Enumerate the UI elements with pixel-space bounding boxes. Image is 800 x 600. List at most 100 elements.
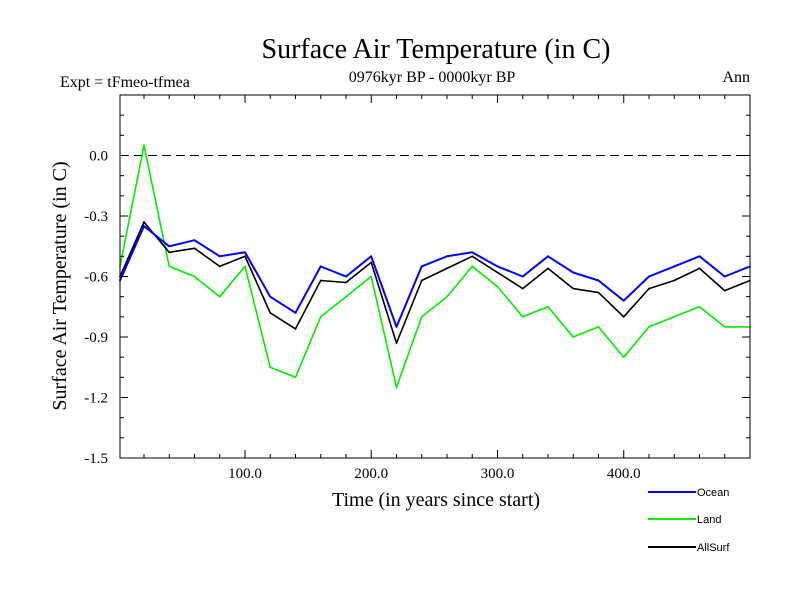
data-point-allsurf xyxy=(622,315,625,318)
data-point-allsurf xyxy=(218,265,221,268)
data-point-land xyxy=(244,265,246,268)
series-line-ocean xyxy=(119,225,751,328)
data-point-allsurf xyxy=(395,342,398,344)
data-point-land xyxy=(723,326,726,328)
data-point-land xyxy=(572,336,575,338)
data-point-allsurf xyxy=(143,221,145,223)
data-point-land xyxy=(521,315,524,318)
data-point-ocean xyxy=(294,311,297,314)
data-point-allsurf xyxy=(193,247,196,250)
data-point-land xyxy=(446,295,448,298)
data-point-ocean xyxy=(319,265,322,268)
y-axis-label: Surface Air Temperature (in C) xyxy=(49,161,71,410)
y-tick-label: -1.2 xyxy=(84,391,108,407)
data-point-allsurf xyxy=(547,267,549,270)
y-axis-ticks: 0.0 -0.3 -0.6 -0.9 -1.2 -1.5 xyxy=(84,114,750,467)
data-point-ocean xyxy=(420,265,423,268)
data-point-ocean xyxy=(572,271,575,274)
data-point-land xyxy=(496,285,499,288)
series-line-allsurf xyxy=(119,221,751,344)
data-point-land xyxy=(269,366,272,369)
data-point-land xyxy=(370,275,373,278)
legend: Ocean Land AllSurf xyxy=(648,487,730,554)
data-point-allsurf xyxy=(572,287,575,290)
data-point-allsurf xyxy=(496,271,499,274)
y-tick-label: -0.9 xyxy=(84,330,108,346)
y-tick-label: -0.3 xyxy=(84,209,108,225)
data-point-land xyxy=(471,265,474,268)
data-point-allsurf xyxy=(294,328,297,330)
data-point-ocean xyxy=(370,255,373,258)
data-point-ocean xyxy=(395,326,398,328)
data-point-ocean xyxy=(648,275,650,278)
x-tick-label: 100.0 xyxy=(228,466,262,482)
data-point-allsurf xyxy=(446,267,448,270)
data-point-ocean xyxy=(168,245,171,248)
data-point-allsurf xyxy=(471,255,474,258)
data-point-ocean xyxy=(244,251,246,254)
legend-label-land: Land xyxy=(697,514,721,526)
data-point-allsurf xyxy=(345,281,347,284)
season-label: Ann xyxy=(722,69,750,86)
experiment-label: Expt = tFmeo-tfmea xyxy=(60,74,190,91)
data-point-land xyxy=(673,315,676,318)
x-tick-label: 200.0 xyxy=(354,466,388,482)
data-point-land xyxy=(193,275,196,278)
data-point-allsurf xyxy=(269,311,272,314)
data-point-ocean xyxy=(446,255,448,258)
data-point-land xyxy=(345,295,347,298)
data-point-land xyxy=(218,295,221,298)
data-point-allsurf xyxy=(648,287,650,290)
data-point-allsurf xyxy=(597,291,600,294)
data-point-ocean xyxy=(496,265,499,268)
series-layer xyxy=(119,144,751,389)
data-point-ocean xyxy=(521,275,524,278)
data-point-ocean xyxy=(698,255,701,258)
legend-label-ocean: Ocean xyxy=(697,487,729,499)
data-point-land xyxy=(420,315,423,318)
data-point-ocean xyxy=(723,275,726,278)
data-point-land xyxy=(597,326,600,328)
data-point-ocean xyxy=(547,255,549,258)
data-point-ocean xyxy=(597,279,600,282)
data-point-land xyxy=(698,305,701,308)
data-point-ocean xyxy=(673,265,676,268)
data-point-allsurf xyxy=(521,287,524,290)
data-point-allsurf xyxy=(723,289,726,292)
data-point-allsurf xyxy=(244,255,246,258)
data-point-allsurf xyxy=(168,251,171,254)
data-point-allsurf xyxy=(420,279,423,282)
data-point-ocean xyxy=(269,295,272,298)
data-point-allsurf xyxy=(698,267,701,270)
x-axis-ticks: 100.0 200.0 300.0 400.0 xyxy=(143,95,726,482)
data-point-ocean xyxy=(345,275,347,278)
x-tick-label: 400.0 xyxy=(607,466,641,482)
series-line-land xyxy=(119,144,750,389)
y-tick-label: -1.5 xyxy=(84,451,108,467)
data-point-land xyxy=(622,356,625,359)
period-label: 0976kyr BP - 0000kyr BP xyxy=(349,69,516,86)
plot-area: 100.0 200.0 300.0 400.0 0.0 -0.3 -0.6 -0.9 -1.2… xyxy=(84,94,751,482)
data-point-allsurf xyxy=(673,279,676,282)
data-point-land xyxy=(319,315,322,318)
data-point-ocean xyxy=(471,251,474,254)
x-axis-label: Time (in years since start) xyxy=(332,489,540,511)
data-point-land xyxy=(168,265,171,268)
data-point-land xyxy=(395,386,398,389)
data-point-ocean xyxy=(193,239,196,242)
data-point-allsurf xyxy=(370,261,373,264)
y-tick-label: 0.0 xyxy=(89,149,108,165)
data-point-land xyxy=(294,376,297,379)
chart-title: Surface Air Temperature (in C) xyxy=(262,34,611,65)
data-point-allsurf xyxy=(319,279,322,282)
data-point-land xyxy=(648,326,650,328)
data-point-land xyxy=(547,305,549,308)
data-point-ocean xyxy=(218,255,221,258)
y-tick-label: -0.6 xyxy=(84,270,108,286)
data-point-land xyxy=(143,144,145,147)
data-point-ocean xyxy=(143,225,145,227)
plot-frame xyxy=(119,94,751,459)
data-point-ocean xyxy=(622,299,625,302)
x-tick-label: 300.0 xyxy=(481,466,515,482)
